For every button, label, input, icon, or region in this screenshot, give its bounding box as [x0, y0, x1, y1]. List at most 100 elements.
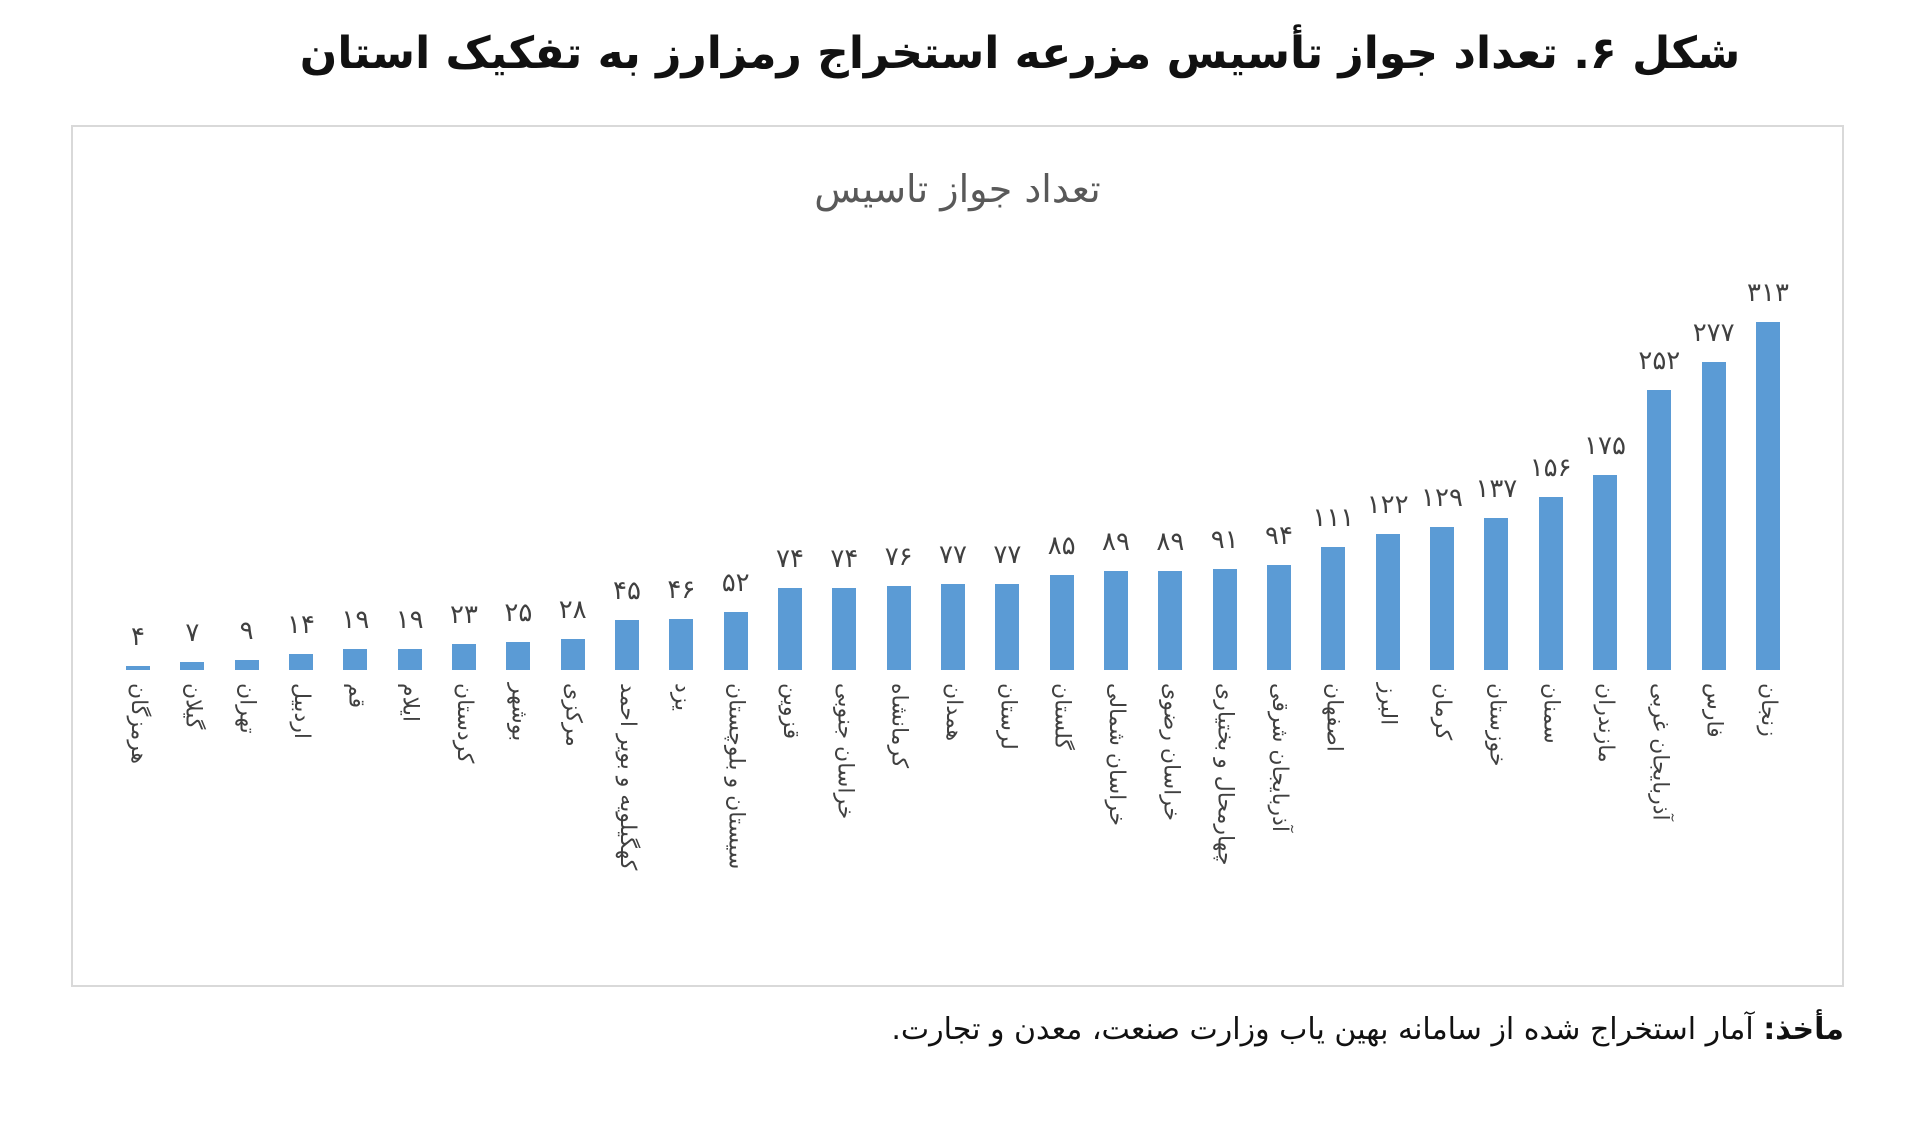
source-label: مأخذ: [1763, 1012, 1844, 1047]
category-label: هرمزگان [126, 683, 151, 764]
bar [1538, 496, 1563, 670]
category-label: قزوین [778, 683, 803, 740]
bar-value-label: ۱۵۶ [1529, 452, 1572, 483]
bar-value-label: ۴۵ [613, 575, 641, 606]
bar-value-label: ۷۴ [830, 543, 859, 574]
figure-title: شکل ۶. تعداد جواز تأسیس مزرعه استخراج رم… [299, 28, 1741, 79]
bar-value-label: ۸۹ [1156, 527, 1185, 558]
category-label: آذربایجان غربی [1647, 683, 1673, 821]
category-label: اردبیل [289, 683, 314, 739]
category-label: لرستان [995, 683, 1021, 750]
bar-value-label: ۲۵ [504, 598, 533, 629]
bar-value-label: ۲۳ [450, 600, 478, 631]
bar-value-label: ۱۲۹ [1421, 482, 1463, 513]
bar [1104, 571, 1128, 670]
bar [126, 665, 150, 670]
bar [180, 662, 205, 670]
bar-value-label: ۴۶ [667, 574, 696, 605]
bar [1267, 565, 1291, 670]
category-label: خراسان رضوی [1158, 683, 1184, 822]
category-label: تهران [234, 683, 260, 734]
bar-value-label: ۷۷ [993, 540, 1022, 571]
bar-plot-area: ۴ هرمزگان ۷ گیلان ۹ تهران ۱۴ اردبیل ۱۹ قم ۱۹ ایلام ۲… [73, 127, 1842, 985]
bar [1430, 526, 1454, 670]
category-label: ایلام [397, 683, 423, 722]
bar-value-label: ۵۲ [721, 568, 750, 599]
bar-value-label: ۲۷۷ [1692, 318, 1735, 349]
bar [1647, 389, 1672, 670]
category-label: البرز [1375, 683, 1401, 726]
bar [1049, 575, 1074, 670]
bar [1484, 517, 1509, 670]
category-label: بوشهر [506, 683, 532, 742]
source-text: آمار استخراج شده از سامانه بهین یاب وزار… [891, 1012, 1764, 1047]
bar [1701, 362, 1726, 670]
bar-value-label: ۷۷ [939, 540, 967, 571]
bar [289, 654, 313, 670]
category-label: سیستان و بلوچستان [723, 683, 749, 870]
bar [1321, 546, 1346, 670]
category-label: قم [343, 683, 369, 709]
category-label: کهگیلویه و بویر احمد [615, 683, 640, 871]
bar-value-label: ۷۶ [884, 541, 913, 572]
bar-value-label: ۴ [131, 621, 145, 652]
category-label: یزد [669, 683, 695, 712]
bar [1756, 322, 1780, 670]
category-label: خراسان جنوبی [832, 683, 858, 820]
chart-container: تعداد جواز تاسیس ۴ هرمزگان ۷ گیلان ۹ تهران ۱۴ ا… [71, 125, 1844, 987]
category-label: آذربایجان شرقی [1267, 683, 1292, 832]
bar-value-label: ۲۵۲ [1638, 345, 1681, 376]
bar [995, 584, 1020, 670]
bar [1593, 475, 1617, 670]
bar-value-label: ۱۹ [395, 604, 424, 635]
bar [560, 638, 585, 670]
bar-value-label: ۱۲۲ [1366, 490, 1409, 521]
bar-value-label: ۱۹ [341, 604, 370, 635]
bar [723, 612, 748, 670]
bar [343, 648, 368, 670]
source-note: مأخذ: آمار استخراج شده از سامانه بهین یا… [891, 1012, 1844, 1047]
category-label: مرکزی [560, 683, 586, 747]
bar-value-label: ۷ [185, 618, 200, 649]
bar-value-label: ۹۱ [1210, 524, 1239, 555]
bar-value-label: ۱۴ [287, 610, 315, 641]
category-label: کرمان [1430, 683, 1455, 741]
chart-title: تعداد جواز تاسیس [814, 167, 1101, 211]
category-label: گیلان [180, 683, 206, 730]
bar [669, 618, 694, 670]
category-label: کرمانشاه [886, 683, 912, 769]
bar-value-label: ۹ [239, 615, 254, 646]
category-label: سمنان [1538, 683, 1564, 744]
bar [941, 584, 965, 670]
bar-value-label: ۷۴ [776, 543, 804, 574]
bar [615, 619, 639, 670]
category-label: خراسان شمالی [1104, 683, 1129, 827]
category-label: کردستان [452, 683, 477, 764]
bar-value-label: ۹۴ [1265, 521, 1293, 552]
bar [452, 644, 476, 670]
bar-value-label: ۲۸ [558, 594, 587, 625]
category-label: خوزستان [1484, 683, 1510, 767]
category-label: مازندران [1593, 683, 1618, 763]
bar [1212, 568, 1237, 670]
category-label: همدان [941, 683, 966, 742]
bar-value-label: ۳۱۳ [1747, 278, 1789, 308]
bar [778, 587, 802, 670]
bar [397, 648, 422, 670]
category-label: چهارمحال و بختیاری [1212, 683, 1238, 866]
bar-value-label: ۱۳۷ [1475, 473, 1518, 504]
bar-value-label: ۱۷۵ [1584, 431, 1626, 462]
bar-value-label: ۸۵ [1047, 531, 1076, 562]
bar [1375, 534, 1400, 670]
category-label: فارس [1701, 683, 1727, 738]
bar [506, 642, 531, 670]
bar [886, 585, 911, 670]
bar-value-label: ۱۱۱ [1312, 502, 1355, 533]
category-label: زنجان [1756, 683, 1781, 737]
bar-value-label: ۸۹ [1102, 527, 1130, 558]
bar [1158, 571, 1183, 670]
bar [832, 587, 857, 670]
bar [234, 659, 259, 670]
category-label: گلستان [1049, 683, 1075, 750]
category-label: اصفهان [1321, 683, 1347, 752]
